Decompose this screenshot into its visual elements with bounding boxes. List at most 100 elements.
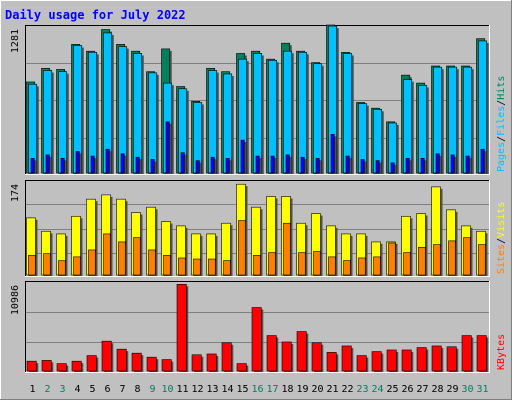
kbytes-bar: [101, 340, 112, 372]
kbytes-bar: [356, 355, 367, 372]
pages-bar: [405, 158, 410, 174]
pages-bar: [135, 156, 140, 174]
x-tick-label: 9: [149, 384, 155, 395]
sites-bar: [448, 240, 456, 276]
x-tick-label: 13: [206, 384, 218, 395]
pages-bar: [75, 151, 80, 174]
sites-bar: [223, 260, 231, 276]
pages-bar-shadow: [183, 154, 187, 174]
pages-bar-shadow: [483, 151, 487, 174]
sites-bar: [313, 251, 321, 276]
pages-bar: [345, 155, 350, 174]
sites-bar: [433, 244, 441, 276]
kbytes-bar: [311, 342, 322, 372]
kbytes-bar: [371, 351, 382, 372]
x-tick-label: 31: [476, 384, 488, 395]
kbytes-bar: [281, 341, 292, 372]
x-tick-label: 1: [29, 384, 35, 395]
files-bar: [313, 63, 323, 174]
pages-bar-shadow: [243, 142, 247, 174]
pages-bar: [315, 158, 320, 174]
x-tick-label: 30: [461, 384, 473, 395]
pages-bar-shadow: [153, 161, 157, 174]
pages-bar: [30, 158, 35, 174]
kbytes-bar: [446, 346, 457, 372]
pages-bar: [195, 160, 200, 174]
x-tick-label: 6: [104, 384, 110, 395]
pages-bar-shadow: [78, 153, 82, 174]
sites-bar: [478, 244, 486, 276]
pages-bar: [45, 154, 50, 174]
pages-bar: [150, 159, 155, 174]
x-tick-label: 21: [326, 384, 338, 395]
sites-bar: [298, 252, 306, 276]
x-tick-label: 25: [386, 384, 398, 395]
kbytes-bar: [296, 331, 307, 372]
kbytes-bar: [341, 345, 352, 372]
files-bar: [298, 52, 308, 174]
kbytes-bar: [326, 352, 337, 372]
legend-entry-separator: /: [496, 100, 507, 106]
kbytes-bar: [131, 352, 142, 372]
files-bar: [58, 71, 68, 174]
legend-entry-separator: /: [496, 238, 507, 244]
pages-bar-shadow: [303, 159, 307, 174]
x-tick-label: 5: [89, 384, 95, 395]
sites-bar: [73, 256, 81, 276]
pages-bar: [375, 160, 380, 174]
pages-bar: [90, 155, 95, 174]
x-tick-label: 15: [236, 384, 248, 395]
pages-bar: [270, 155, 275, 174]
pages-bar-shadow: [348, 158, 352, 174]
sites-bar: [28, 254, 36, 276]
legend-entry-separator: /: [496, 136, 507, 142]
x-tick-label: 24: [371, 384, 383, 395]
files-bar: [343, 53, 353, 174]
pages-bar: [285, 154, 290, 174]
sites-bar: [163, 254, 171, 276]
x-tick-label: 20: [311, 384, 323, 395]
pages-bar: [450, 154, 455, 174]
pages-bar: [390, 162, 395, 174]
pages-bar: [60, 158, 65, 174]
pages-bar-shadow: [138, 159, 142, 174]
pages-bar-shadow: [93, 158, 97, 174]
pages-bar-shadow: [393, 164, 397, 174]
x-tick-label: 7: [119, 384, 125, 395]
sites-bar: [193, 258, 201, 276]
sites-bar: [403, 252, 411, 276]
panel-2-legend: KBytes: [496, 334, 507, 370]
kbytes-bar: [266, 335, 277, 372]
pages-bar-shadow: [333, 136, 337, 174]
pages-bar-shadow: [288, 156, 292, 174]
x-tick-label: 12: [191, 384, 203, 395]
pages-bar: [180, 152, 185, 174]
panel-0-legend: Pages/Files/Hits: [496, 76, 507, 172]
pages-bar-shadow: [438, 155, 442, 174]
kbytes-bar: [116, 348, 127, 372]
pages-bar: [225, 158, 230, 174]
pages-bar-shadow: [108, 151, 112, 174]
x-tick-label: 11: [176, 384, 188, 395]
pages-bar-shadow: [273, 158, 277, 174]
sites-bar: [88, 249, 96, 276]
x-tick-label: 3: [59, 384, 65, 395]
kbytes-bar: [56, 363, 67, 372]
kbytes-bar: [221, 342, 232, 372]
sites-bar: [418, 246, 426, 276]
kbytes-bar: [416, 347, 427, 372]
kbytes-bar: [146, 356, 157, 372]
kbytes-bar: [26, 360, 37, 372]
sites-bar: [148, 249, 156, 276]
panel-1-max-label: 174: [10, 184, 21, 202]
kbytes-bar: [206, 353, 217, 372]
pages-bar-shadow: [63, 160, 67, 174]
sites-bar: [253, 254, 261, 276]
files-bar: [88, 52, 98, 174]
pages-bar: [240, 139, 245, 174]
sites-bar: [58, 260, 66, 276]
pages-bar-shadow: [258, 158, 262, 174]
kbytes-bar: [71, 360, 82, 372]
sites-bar: [328, 256, 336, 276]
